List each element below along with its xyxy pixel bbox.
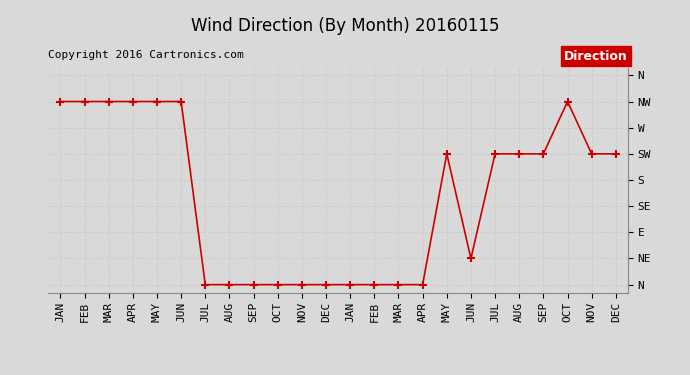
Text: Direction: Direction bbox=[564, 50, 628, 63]
Text: Wind Direction (By Month) 20160115: Wind Direction (By Month) 20160115 bbox=[190, 17, 500, 35]
Text: Copyright 2016 Cartronics.com: Copyright 2016 Cartronics.com bbox=[48, 50, 244, 60]
